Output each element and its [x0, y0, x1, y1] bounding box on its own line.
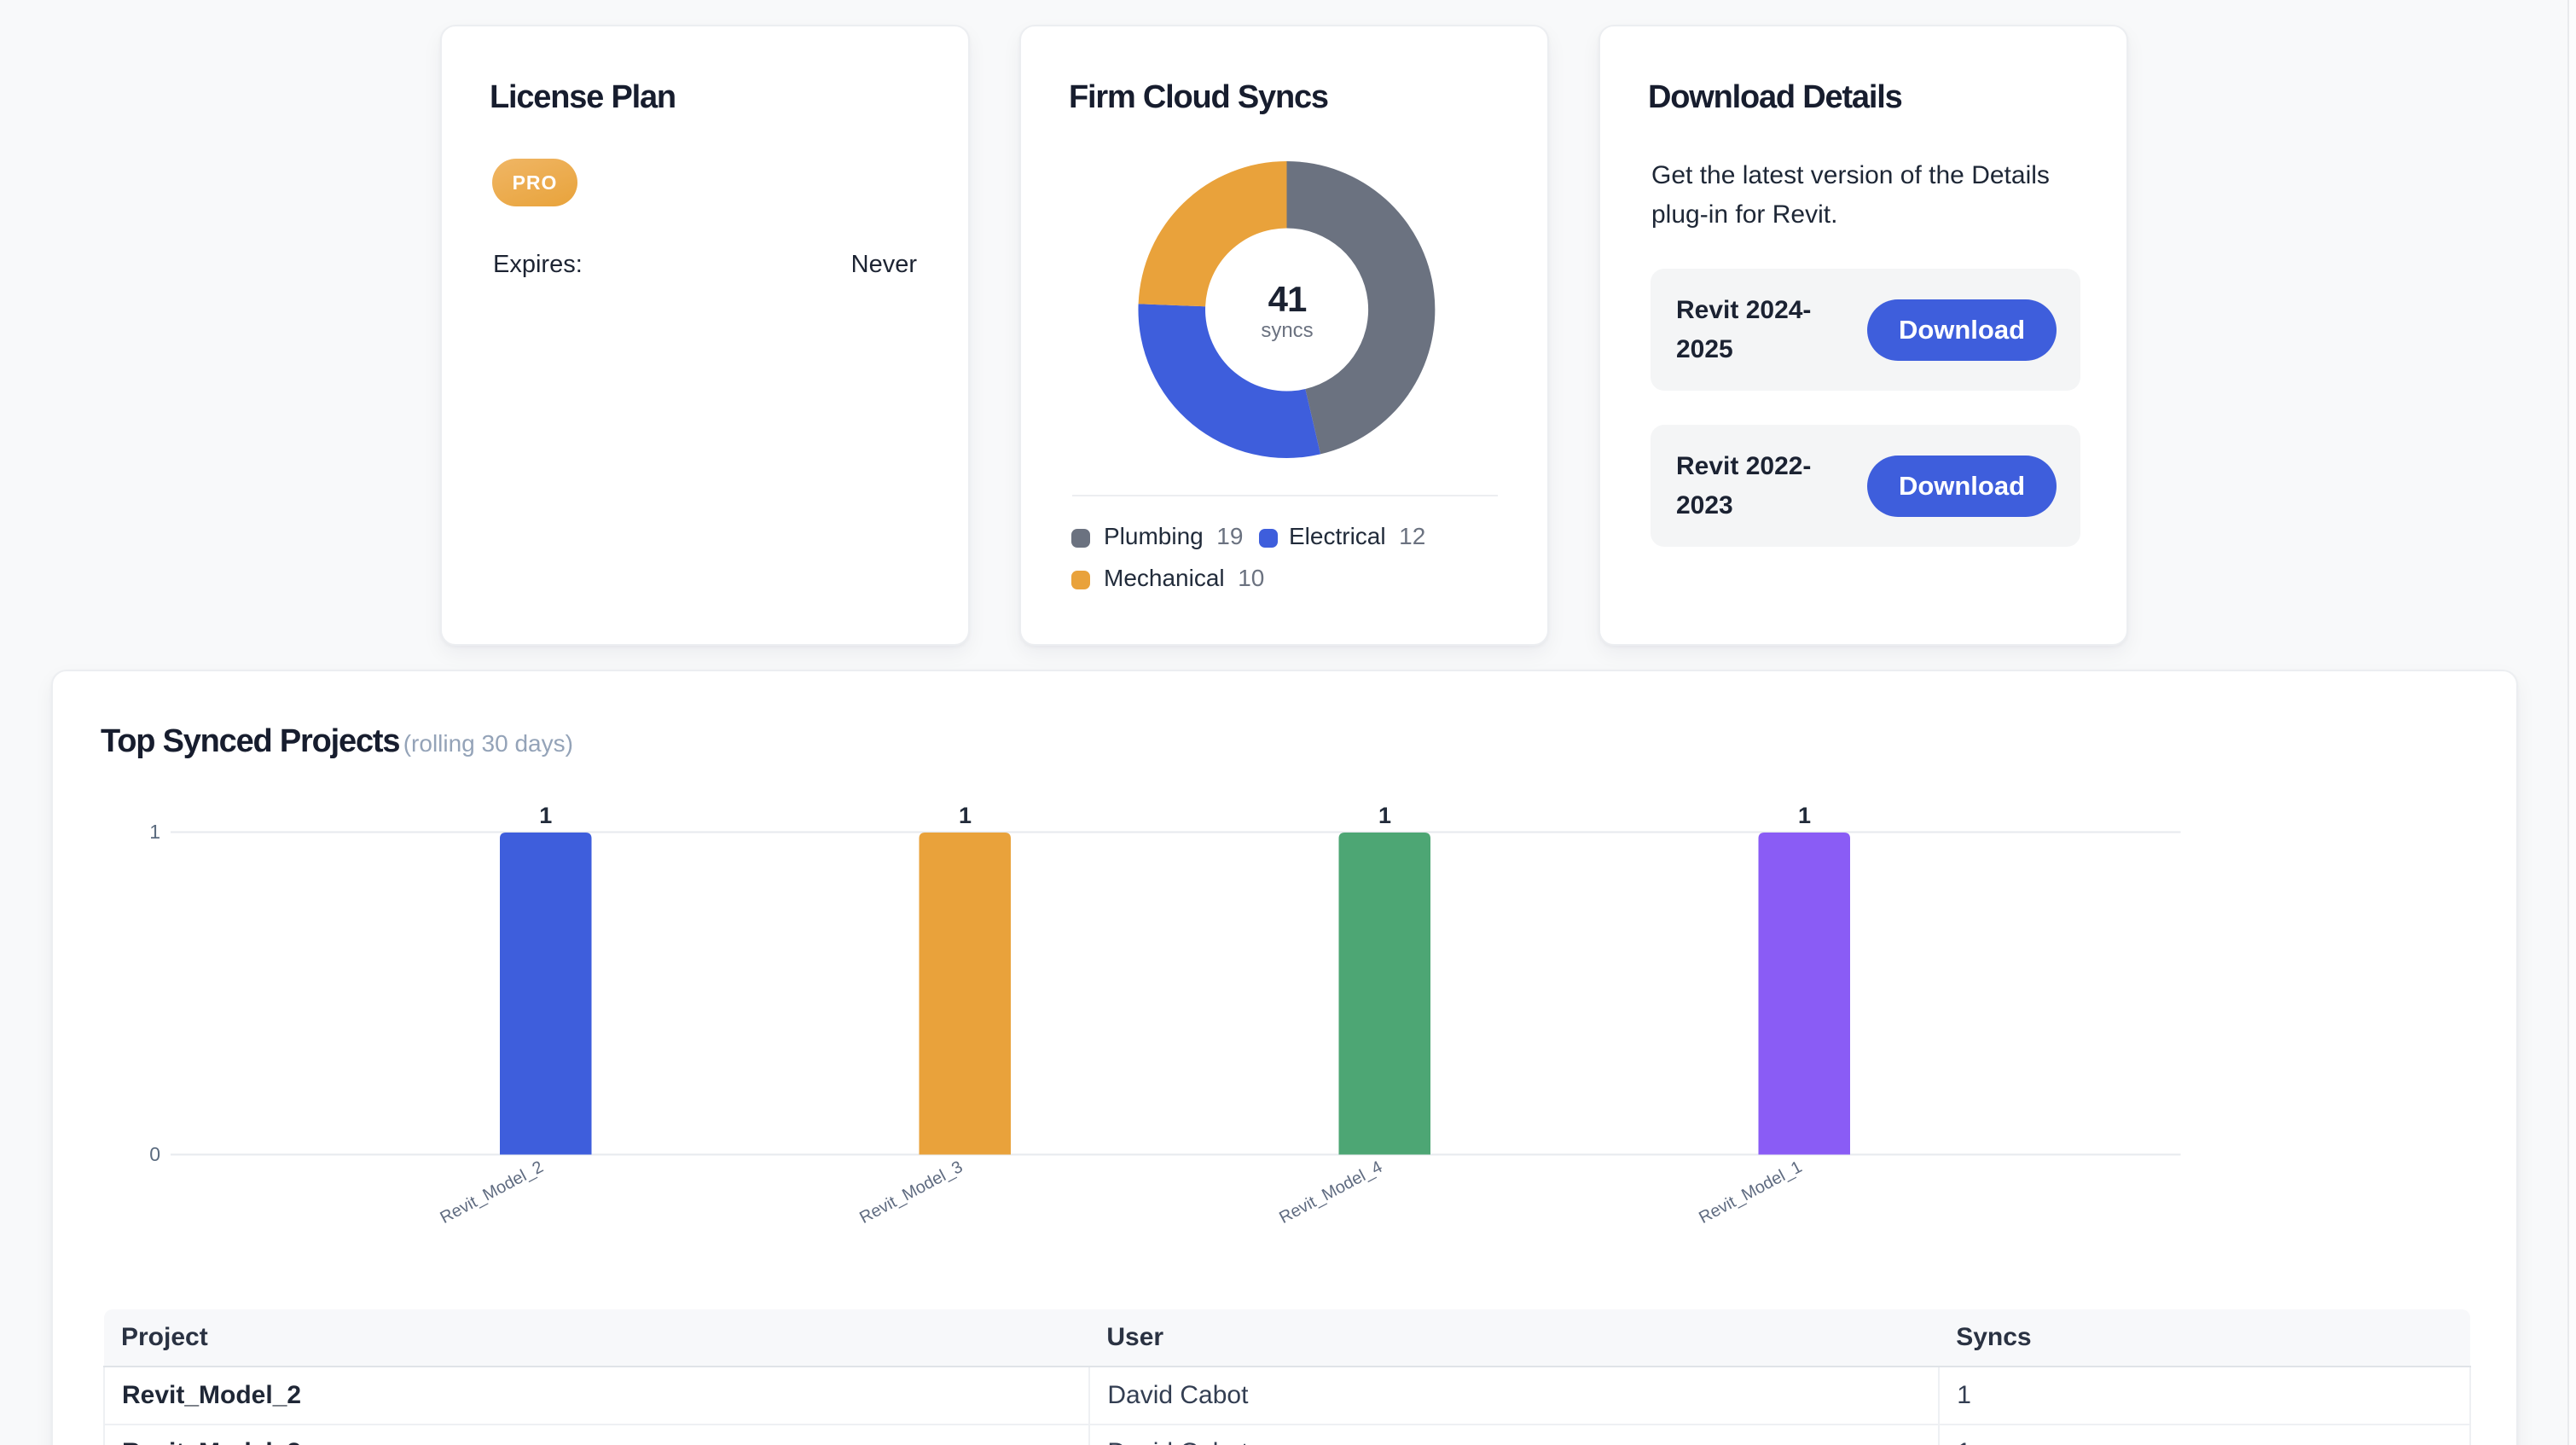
svg-text:Revit_Model_1: Revit_Model_1 [1696, 1158, 1805, 1227]
svg-text:1: 1 [539, 803, 552, 828]
svg-text:Revit_Model_3: Revit_Model_3 [856, 1158, 966, 1227]
svg-text:1: 1 [1798, 803, 1811, 828]
svg-text:0: 0 [149, 1143, 160, 1165]
svg-text:Revit_Model_2: Revit_Model_2 [438, 1158, 547, 1227]
svg-text:1: 1 [1378, 803, 1391, 828]
svg-text:1: 1 [959, 803, 972, 828]
svg-text:1: 1 [149, 821, 160, 843]
svg-text:Revit_Model_4: Revit_Model_4 [1276, 1158, 1385, 1227]
